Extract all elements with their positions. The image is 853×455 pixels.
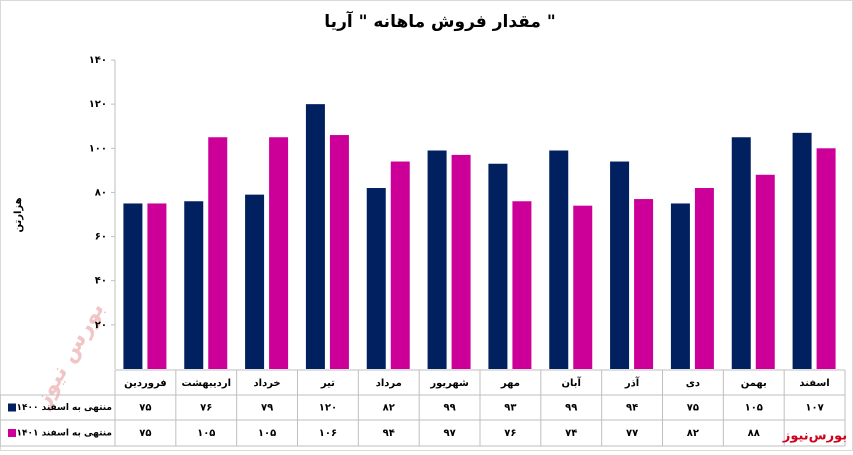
value-label: ۸۲: [383, 403, 395, 414]
legend-marker: [8, 403, 16, 412]
y-tick-label: ۶۰: [95, 232, 107, 243]
bar: [755, 174, 775, 369]
x-tick-label: تیر: [320, 378, 335, 389]
value-label: ۷۵: [139, 403, 151, 414]
value-label: ۹۹: [565, 403, 577, 414]
bar: [305, 104, 325, 370]
x-tick-label: مرداد: [376, 378, 402, 389]
bar: [245, 194, 265, 369]
x-tick-label: فروردین: [124, 378, 167, 389]
value-label: ۹۷: [443, 428, 455, 439]
x-tick-label: اسفند: [799, 378, 829, 389]
bar: [366, 188, 386, 369]
y-axis-title: هزارتن: [13, 197, 24, 232]
y-tick-label: ۸۰: [95, 187, 107, 198]
bar: [634, 199, 654, 369]
y-tick-label: ۱۰۰: [89, 143, 107, 154]
bar: [208, 137, 228, 369]
x-tick-label: شهریور: [429, 378, 469, 389]
value-label: ۹۹: [443, 403, 455, 414]
y-tick-label: ۱۲۰: [89, 99, 107, 110]
value-label: ۱۲۰: [319, 403, 337, 414]
bar: [427, 150, 447, 369]
bar: [731, 137, 751, 369]
x-tick-label: آذر: [624, 376, 640, 389]
value-label: ۹۴: [626, 403, 638, 414]
x-tick-label: دی: [686, 378, 700, 389]
value-label: ۸۸: [748, 428, 760, 439]
bar: [549, 150, 569, 369]
value-label: ۷۵: [139, 428, 151, 439]
bar: [184, 201, 204, 369]
bar: [147, 203, 167, 369]
legend-label: منتهی به اسفند ۱۴۰۱: [17, 429, 112, 439]
bar: [488, 163, 508, 369]
x-tick-label: مهر: [500, 378, 520, 389]
value-label: ۱۰۵: [258, 428, 276, 439]
logo: بورس‌نیوز: [782, 429, 847, 444]
value-label: ۱۰۵: [197, 428, 215, 439]
bar: [512, 201, 532, 369]
value-label: ۱۰۵: [745, 403, 763, 414]
value-label: ۷۶: [504, 428, 516, 439]
legend-label: منتهی به اسفند ۱۴۰۰: [17, 403, 112, 413]
bar: [694, 188, 714, 369]
bar: [792, 132, 812, 369]
y-tick-label: ۴۰: [95, 276, 107, 287]
legend-marker: [8, 429, 16, 437]
value-label: ۱۰۶: [319, 428, 337, 439]
y-tick-label: ۱۴۰: [89, 55, 107, 66]
bar: [329, 135, 349, 369]
y-tick-label: ۲۰: [95, 320, 107, 331]
value-label: ۷۹: [261, 403, 273, 414]
x-tick-label: اردیبهشت: [181, 378, 231, 389]
x-tick-label: خرداد: [254, 378, 281, 389]
x-tick-label: بهمن: [741, 378, 767, 389]
value-label: ۹۳: [504, 403, 516, 414]
value-label: ۷۶: [200, 403, 212, 414]
value-label: ۷۵: [687, 403, 699, 414]
x-tick-label: آبان: [562, 376, 582, 389]
bar: [573, 205, 593, 369]
bar: [390, 161, 410, 369]
value-label: ۷۴: [565, 428, 577, 439]
bar: [123, 203, 143, 369]
value-label: ۷۷: [626, 428, 638, 439]
bar: [451, 154, 471, 369]
bar: [816, 148, 836, 369]
bar: [670, 203, 690, 369]
chart-title: مقدار فروش ماهانه " آریا ": [324, 10, 555, 32]
value-label: ۸۲: [687, 428, 699, 439]
value-label: ۹۴: [383, 428, 395, 439]
bar: [610, 161, 630, 369]
bar: [269, 137, 289, 369]
value-label: ۱۰۷: [805, 403, 823, 414]
